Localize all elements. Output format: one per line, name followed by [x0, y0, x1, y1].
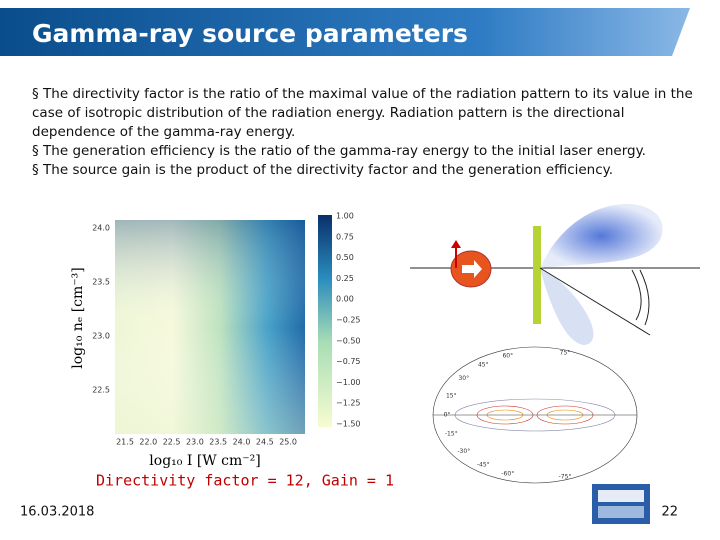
colorbar-tick-label: 0.25	[336, 274, 354, 283]
y-axis-label: log₁₀ nₑ [cm⁻³]	[70, 267, 86, 368]
polar-angle-label: 75°	[560, 350, 571, 357]
x-axis-label: log₁₀ I [W cm⁻²]	[149, 453, 260, 469]
page-number: 22	[661, 505, 678, 520]
polar-angle-label: 30°	[458, 375, 469, 382]
x-tick-label: 24.0	[233, 438, 251, 447]
title-bar	[0, 8, 690, 56]
polar-angle-label: 60°	[502, 353, 513, 360]
x-tick-label: 21.5	[116, 438, 134, 447]
title: Gamma-ray source parameters	[32, 19, 468, 48]
colorbar-tick-label: −0.25	[336, 316, 361, 325]
colorbar-tick-label: −1.25	[336, 399, 361, 408]
x-tick-label: 22.0	[139, 438, 157, 447]
y-tick-label: 24.0	[92, 224, 110, 233]
footer-date: 16.03.2018	[20, 505, 94, 520]
colorbar-tick-label: −1.50	[336, 420, 361, 429]
polar-angle-label: 0°	[444, 412, 451, 419]
colorbar-tick-label: 0.00	[336, 295, 354, 304]
colorbar	[318, 215, 332, 427]
colorbar-tick-label: 0.75	[336, 232, 354, 241]
polar-plot	[432, 346, 638, 484]
x-tick-label: 24.5	[256, 438, 274, 447]
setup-diagram	[410, 204, 700, 345]
colorbar-tick-label: 1.00	[336, 212, 354, 221]
y-tick-label: 23.5	[92, 278, 110, 287]
polar-angle-label: 15°	[446, 392, 457, 399]
x-tick-label: 25.0	[279, 438, 297, 447]
x-tick-label: 22.5	[163, 438, 181, 447]
y-tick-label: 23.0	[92, 332, 110, 341]
polar-angle-label: -45°	[477, 462, 490, 469]
bullet: § The directivity factor is the ratio of…	[32, 86, 693, 140]
polar-angle-label: -15°	[445, 431, 458, 438]
colorbar-tick-label: −1.00	[336, 378, 361, 387]
polar-angle-label: -75°	[559, 474, 572, 481]
polar-angle-label: -30°	[457, 448, 470, 455]
colorbar-tick-label: 0.50	[336, 253, 354, 262]
polar-angle-label: -60°	[501, 470, 514, 477]
caption: Directivity factor = 12, Gain = 1	[96, 472, 394, 490]
bullet: § The source gain is the product of the …	[32, 162, 614, 178]
logo	[592, 484, 650, 524]
colorbar-tick-label: −0.75	[336, 357, 361, 366]
x-tick-label: 23.0	[186, 438, 204, 447]
bullet: § The generation efficiency is the ratio…	[32, 143, 646, 159]
polar-angle-label: 45°	[478, 361, 489, 368]
heatmap-shade	[115, 220, 305, 434]
x-tick-label: 23.5	[209, 438, 227, 447]
y-tick-label: 22.5	[92, 386, 110, 395]
colorbar-tick-label: −0.50	[336, 336, 361, 345]
